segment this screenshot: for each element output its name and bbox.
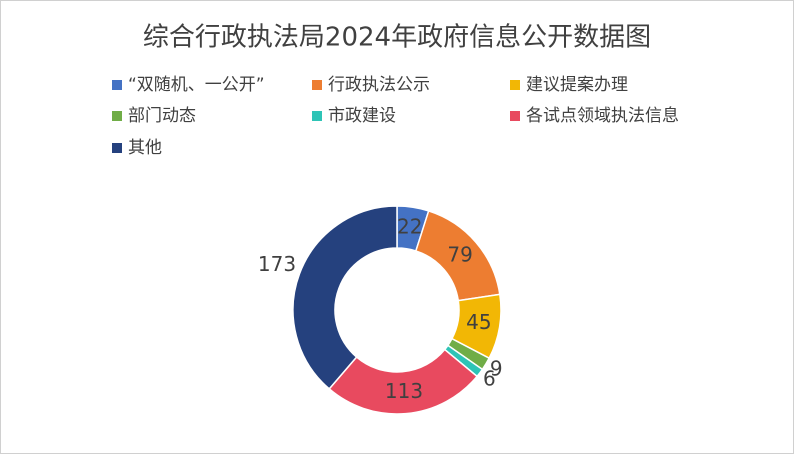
legend-label: “双随机、一公开” (128, 75, 265, 95)
legend-label: 市政建设 (328, 106, 396, 126)
data-label: 113 (385, 379, 423, 403)
legend-swatch (312, 111, 322, 121)
legend-label: 建议提案办理 (526, 75, 628, 95)
data-label: 22 (397, 214, 422, 238)
data-label: 9 (490, 357, 503, 381)
data-label: 45 (466, 310, 491, 334)
legend-label: 部门动态 (128, 106, 196, 126)
data-label: 79 (447, 243, 472, 267)
donut-slice (292, 205, 398, 390)
legend-label: 各试点领域执法信息 (526, 106, 679, 126)
data-label: 173 (258, 252, 296, 276)
legend-label: 行政执法公示 (328, 75, 430, 95)
legend-label: 其他 (128, 138, 162, 158)
legend-swatch (112, 111, 122, 121)
legend-swatch (112, 143, 122, 153)
data-label: 6 (483, 367, 496, 391)
legend-swatch (312, 80, 322, 90)
legend-swatch (112, 80, 122, 90)
legend-swatch (510, 80, 520, 90)
chart-title: 综合行政执法局2024年政府信息公开数据图 (143, 23, 651, 53)
legend-swatch (510, 111, 520, 121)
